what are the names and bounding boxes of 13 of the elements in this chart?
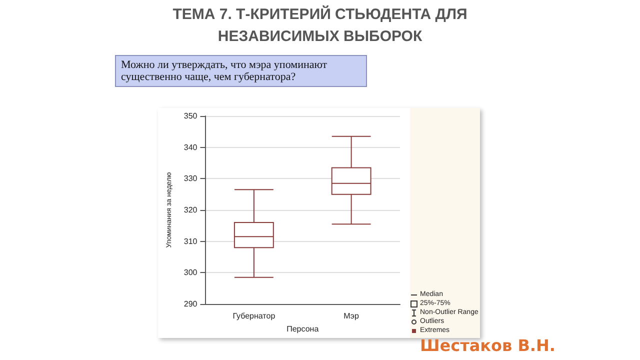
text: Шестаков В.Н.	[420, 336, 556, 355]
chart-title: ТЕМА 7. Т-КРИТЕРИЙ СТЬЮДЕНТА ДЛЯ НЕЗАВИСИМЫХ ВЫБОРОК	[172, 4, 468, 47]
chart-subtitle: Можно ли утверждать, что мэра упоминают существенно чаще, чем губернатора?	[115, 55, 367, 87]
y-tick-label: 330	[184, 174, 198, 184]
y-tick-label: 300	[184, 268, 198, 278]
y-tick-label: 320	[184, 206, 198, 214]
y-tick-label: 350	[184, 112, 198, 120]
y-tick-label: 310	[184, 236, 198, 246]
y-tick-label: 290	[184, 300, 198, 308]
x-tick-label: Мэр	[344, 312, 360, 320]
x-tick-label: Губернатор	[232, 312, 276, 320]
y-tick-label: 340	[184, 142, 198, 152]
x-axis-title: Персона	[286, 324, 320, 334]
